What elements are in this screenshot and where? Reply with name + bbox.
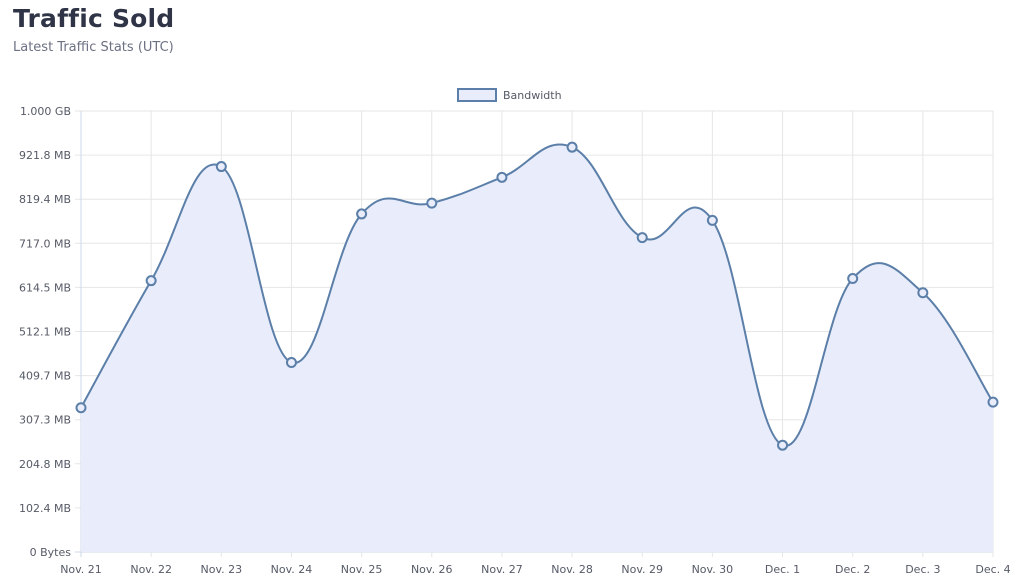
data-point[interactable] <box>566 141 578 153</box>
y-tick-label: 1.000 GB <box>20 105 71 118</box>
x-axis-ticks: Nov. 21 Nov. 22 Nov. 23 Nov. 24 Nov. 25 Nov. … <box>60 563 1010 576</box>
page-subtitle: Latest Traffic Stats (UTC) <box>13 40 174 55</box>
series-area-bandwidth <box>81 144 993 552</box>
data-point[interactable] <box>987 396 999 408</box>
y-tick-label: 819.4 MB <box>19 193 71 206</box>
chart-legend[interactable]: Bandwidth <box>457 88 562 102</box>
x-tick-label: Nov. 29 <box>621 563 663 576</box>
page-title: Traffic Sold <box>13 4 175 33</box>
data-point[interactable] <box>706 214 718 226</box>
y-axis-ticks: 0 Bytes 102.4 MB 204.8 MB 307.3 MB 409.7 MB 5… <box>19 105 71 559</box>
data-point[interactable] <box>145 275 157 287</box>
y-tick-label: 512.1 MB <box>19 326 71 339</box>
y-tick-label: 614.5 MB <box>19 281 71 294</box>
data-point[interactable] <box>917 287 929 299</box>
y-tick-label: 921.8 MB <box>19 149 71 162</box>
x-tick-label: Nov. 21 <box>60 563 102 576</box>
y-tick-label: 102.4 MB <box>19 502 71 515</box>
x-tick-label: Dec. 3 <box>905 563 940 576</box>
x-tick-label: Nov. 23 <box>201 563 243 576</box>
legend-swatch <box>457 88 497 102</box>
x-tick-label: Nov. 28 <box>551 563 593 576</box>
data-point[interactable] <box>847 273 859 285</box>
x-tick-label: Dec. 1 <box>765 563 800 576</box>
chart-area-layer <box>80 143 994 552</box>
x-tick-label: Nov. 25 <box>341 563 383 576</box>
data-point[interactable] <box>496 171 508 183</box>
y-tick-label: 717.0 MB <box>19 237 71 250</box>
data-point[interactable] <box>356 208 368 220</box>
y-tick-label: 0 Bytes <box>30 546 72 559</box>
data-point[interactable] <box>777 439 789 451</box>
data-point[interactable] <box>285 357 297 369</box>
y-tick-label: 307.3 MB <box>19 414 71 427</box>
y-tick-label: 204.8 MB <box>19 458 71 471</box>
data-point[interactable] <box>75 402 87 414</box>
y-tick-label: 409.7 MB <box>19 370 71 383</box>
x-tick-label: Nov. 22 <box>130 563 172 576</box>
x-tick-label: Dec. 4 <box>975 563 1010 576</box>
x-tick-label: Dec. 2 <box>835 563 870 576</box>
x-tick-label: Nov. 24 <box>271 563 313 576</box>
x-tick-label: Nov. 27 <box>481 563 523 576</box>
legend-label-bandwidth: Bandwidth <box>503 89 562 102</box>
data-point[interactable] <box>215 161 227 173</box>
chart-points <box>75 141 999 451</box>
x-tick-label: Nov. 30 <box>692 563 734 576</box>
x-tick-label: Nov. 26 <box>411 563 453 576</box>
data-point[interactable] <box>636 232 648 244</box>
data-point[interactable] <box>426 197 438 209</box>
